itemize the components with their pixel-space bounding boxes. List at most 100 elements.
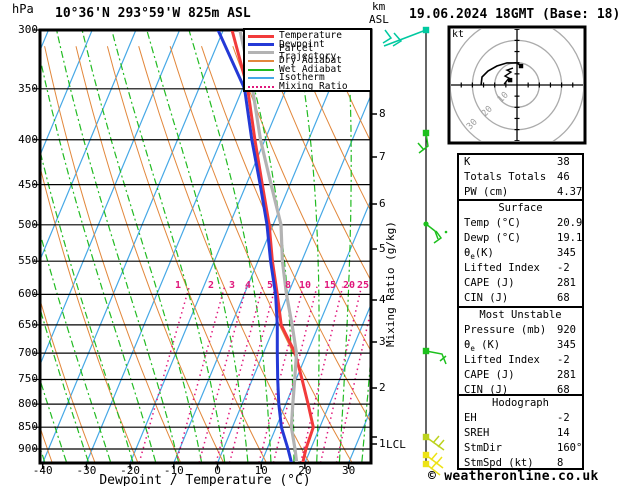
sounding-curves: [216, 31, 315, 462]
copyright: © weatheronline.co.uk: [428, 469, 599, 484]
legend-item-label: Dewpoint: [279, 38, 325, 50]
parcel-trajectory-curve: [238, 31, 299, 462]
surface-row-label: Lifted Index: [464, 262, 540, 274]
surface-row-label: CIN (J): [464, 292, 509, 304]
legend-item-isotherm: Isotherm: [248, 73, 370, 82]
hodograph-row-0: EH -2: [459, 411, 582, 426]
hodograph-row-label: SREH: [464, 427, 490, 439]
mixing-ratio-label: 1: [174, 280, 182, 291]
legend-item-dry-adiabat: Dry Adiabat: [248, 55, 370, 67]
hodograph-row-value: 14: [557, 427, 570, 439]
pressure-gridlines: [33, 29, 377, 469]
surface-row-1: Dewp (°C) 19.1: [459, 231, 582, 246]
indices-row-label: PW (cm): [464, 186, 509, 198]
indices-row-1: Totals Totals 46: [459, 170, 582, 185]
surface-row-value: 19.1: [557, 232, 583, 244]
altitude-unit-asl: ASL: [369, 13, 389, 26]
hodograph-ring-label: 20: [480, 104, 495, 119]
mixing-ratio-label: 8: [284, 280, 292, 291]
most_unstable-row-label: CAPE (J): [464, 369, 515, 381]
km-tick-label: 3: [379, 335, 386, 348]
surface-row-value: -2: [557, 262, 570, 274]
most_unstable-row-value: 345: [557, 339, 576, 351]
hodograph-row-label: StmSpd (kt): [464, 457, 534, 469]
legend-item-parcel-trajectory: Parcel Trajectory: [248, 44, 370, 61]
legend: Temperature Dewpoint Parcel Trajectory Dry …: [243, 28, 372, 92]
km-tick-label: 8: [379, 107, 386, 120]
temperature-tick-label: -10: [163, 464, 184, 477]
most_unstable-row-label: Lifted Index: [464, 354, 540, 366]
most_unstable-row-0: Pressure (mb) 920: [459, 323, 582, 338]
pressure-tick-label: 300: [18, 23, 38, 36]
legend-swatch-icon: [248, 85, 274, 88]
most_unstable-row-value: 281: [557, 369, 576, 381]
indices-row-0: K 38: [459, 155, 582, 170]
km-tick-label: 5: [379, 242, 386, 255]
legend-item-label: Temperature: [279, 30, 342, 42]
most_unstable-row-2: Lifted Index -2: [459, 353, 582, 368]
hodograph-row-value: 8: [557, 457, 564, 469]
surface-row-3: Lifted Index -2: [459, 261, 582, 276]
temperature-tick-label: -40: [32, 464, 53, 477]
surface-row-2: θe(K) 345: [459, 246, 582, 261]
legend-swatch-icon: [248, 68, 274, 71]
surface-row-value: 20.9: [557, 217, 583, 229]
pressure-tick-label: 550: [18, 254, 38, 268]
altitude-unit-km: km: [372, 0, 386, 13]
legend-item-label: Mixing Ratio: [279, 80, 348, 92]
indices-row-value: 4.37: [557, 186, 583, 198]
km-tick-label: 1: [379, 437, 386, 450]
pressure-tick-label: 350: [18, 81, 38, 95]
wind-barb-icon: [422, 433, 445, 451]
hodograph-unit-label: kt: [452, 29, 465, 40]
surface-row-value: 345: [557, 247, 576, 259]
hodograph-row-label: EH: [464, 412, 477, 424]
km-tick-label: 7: [379, 150, 386, 163]
legend-swatch-icon: [248, 51, 274, 55]
pressure-tick-label: 800: [18, 397, 38, 411]
indices-row-2: PW (cm) 4.37: [459, 185, 582, 200]
lcl-marker-label: LCL: [386, 438, 406, 451]
mixing-ratio-label: 3: [228, 280, 236, 291]
pressure-tick-label: 750: [18, 372, 38, 386]
surface-row-0: Temp (°C) 20.9: [459, 216, 582, 231]
hodograph-row-value: 160°: [557, 442, 583, 454]
legend-item-label: Dry Adiabat: [279, 55, 342, 67]
legend-item-wet-adiabat: Wet Adiabat: [248, 65, 370, 74]
surface-row-4: CAPE (J) 281: [459, 276, 582, 291]
x-axis-title: Dewpoint / Temperature (°C): [99, 473, 311, 486]
hodograph-ring-label: 10: [496, 90, 511, 105]
pressure-tick-label: 900: [18, 442, 38, 455]
surface-row-label: CAPE (J): [464, 277, 515, 289]
indices-row-value: 38: [557, 156, 570, 168]
mixing-ratio-label: 25: [356, 280, 370, 291]
temperature-tick-label: 10: [254, 464, 268, 477]
surface-row-5: CIN (J) 68: [459, 291, 582, 306]
hodograph-panel: Hodograph EH -2 SREH 14 StmDir 160° StmSpd (kt…: [457, 394, 584, 470]
hodograph-trace: [480, 62, 522, 86]
legend-swatch-icon: [248, 43, 274, 47]
temperature-tick-label: 30: [341, 464, 356, 477]
surface-row-value: 281: [557, 277, 576, 289]
hodograph-marker: [518, 63, 524, 69]
most_unstable-row-value: 920: [557, 324, 576, 336]
wind-barb-icon: [382, 26, 430, 47]
most-unstable-panel-header: Most Unstable: [479, 309, 562, 321]
legend-item-temperature: Temperature: [248, 30, 370, 42]
wind-barb-icon: [422, 460, 441, 476]
mixing-ratio-label: 4: [244, 280, 252, 291]
hodograph-marker: [507, 77, 513, 83]
mixing-ratio-label: 20: [342, 280, 356, 291]
hodograph-row-3: StmSpd (kt) 8: [459, 456, 582, 471]
most_unstable-row-label: CIN (J): [464, 384, 509, 396]
surface-panel: Surface Temp (°C) 20.9 Dewp (°C) 19.1 θe(K) 3…: [457, 199, 584, 308]
most_unstable-row-label: θe (K): [464, 339, 501, 354]
mixing-ratio-label: 5: [266, 280, 274, 291]
indices-row-label: Totals Totals: [464, 171, 547, 183]
wind-barb-icon: [422, 347, 447, 365]
temperature-tick-label: -30: [76, 464, 97, 477]
pressure-tick-label: 500: [18, 217, 38, 231]
dewpoint-curve: [216, 31, 293, 462]
